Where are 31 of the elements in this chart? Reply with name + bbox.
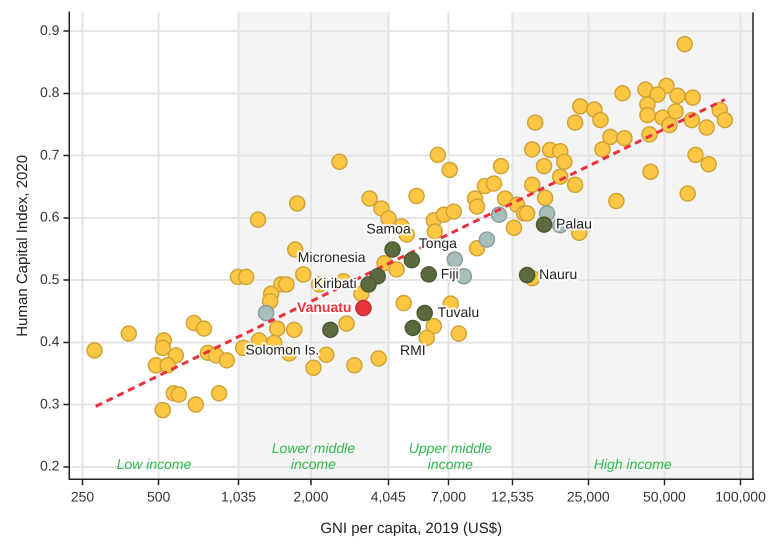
y-tick-label: 0.9	[40, 22, 60, 38]
y-axis-title: Human Capital Index, 2020	[14, 154, 32, 337]
annotation: Tuvalu	[438, 304, 480, 320]
x-tick-label: 500	[146, 488, 171, 504]
x-tick-label: 25,000	[566, 488, 610, 504]
band-label: Lower middle income	[272, 440, 356, 472]
annotation: RMI	[400, 342, 426, 358]
y-tick-label: 0.2	[40, 458, 60, 474]
annotation: Micronesia	[298, 249, 366, 266]
annotation: Upper middle income	[408, 440, 492, 472]
annotation: Fiji	[440, 265, 459, 282]
x-tick-label: 100,000	[715, 488, 766, 504]
x-tick-label: 12,535	[491, 488, 534, 504]
y-tick-label: 0.4	[40, 333, 60, 350]
y-tick-label: 0.3	[40, 395, 60, 412]
y-tick-label: 0.6	[40, 208, 60, 225]
x-tick-label: 4,045	[370, 488, 406, 504]
annotation: Nauru	[539, 266, 578, 282]
y-tick-label: 0.5	[40, 270, 60, 287]
annotation: Low income	[116, 456, 192, 472]
y-tick-label: 0.8	[40, 84, 60, 100]
x-tick-label: 7,000	[430, 488, 466, 504]
y-tick-label: 0.7	[40, 146, 60, 162]
annotation: Palau	[556, 216, 592, 232]
x-tick-label: 2,000	[293, 488, 329, 504]
band-label: High income	[594, 456, 672, 472]
series-label: Vanuatu	[297, 298, 352, 315]
x-tick-label: 50,000	[643, 488, 686, 504]
x-tick-label: 1,035	[221, 488, 256, 504]
x-tick-label: 250	[70, 488, 94, 504]
x-axis-title: GNI per capita, 2019 (US$)	[320, 520, 502, 538]
